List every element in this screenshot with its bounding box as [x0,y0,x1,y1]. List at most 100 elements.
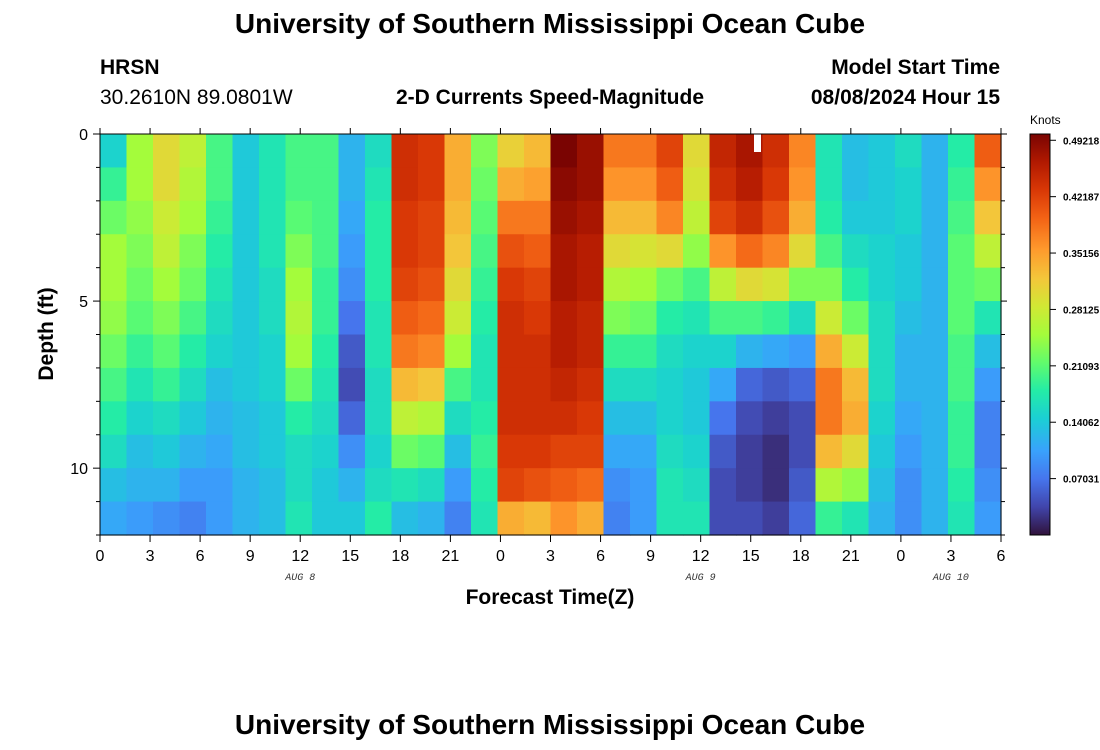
heatmap-cell [842,468,870,503]
heatmap-cell [206,200,234,235]
heatmap-cell [789,468,817,503]
heatmap-cell [179,301,207,336]
heatmap-cell [126,134,154,169]
heatmap-cell [683,167,711,202]
y-tick-label: 0 [79,127,88,144]
heatmap-cell [206,434,234,469]
heatmap-cell [630,501,658,536]
heatmap-cell [365,367,393,402]
x-axis: 0 3 6 9 12 15 18 21 0 3 6 9 12 15 18 21 0 3 6 AUG 8 AUG 9 AUG… [96,128,1006,584]
heatmap-cell [577,301,605,336]
heatmap-cell [762,468,790,503]
heatmap-cell [471,301,499,336]
heatmap-cell [895,401,923,436]
heatmap-cell [153,200,181,235]
colorbar-tick-label: 0.07031 [1063,475,1100,486]
heatmap-cell [762,134,790,169]
heatmap-cell [550,200,578,235]
heatmap-cell [815,234,843,269]
heatmap-cell [365,200,393,235]
heatmap-cell [656,434,684,469]
colorbar-tick-label: 0.14062 [1063,418,1100,429]
heatmap-cell [471,167,499,202]
heatmap-cell [762,167,790,202]
heatmap-cell [868,234,896,269]
heatmap-cell [497,501,525,536]
heatmap-cell [921,167,949,202]
heatmap-cell [100,334,128,369]
heatmap-cell [524,234,552,269]
heatmap-cell [921,434,949,469]
heatmap-cell [736,334,764,369]
heatmap-cell [789,200,817,235]
heatmap-cell [497,334,525,369]
heatmap-cell [100,234,128,269]
heatmap-cell [312,167,340,202]
heatmap-cell [921,301,949,336]
heatmap-cell [418,434,446,469]
heatmap-cell [524,468,552,503]
x-tick-label: 15 [341,548,359,565]
heatmap-cell [179,134,207,169]
colorbar-tick-label: 0.49218 [1063,136,1100,147]
heatmap-cell [126,200,154,235]
heatmap-cell [471,434,499,469]
heatmap-cell [550,334,578,369]
heatmap-cell [259,167,287,202]
heatmap-cell [497,468,525,503]
x-tick-label: 0 [496,548,505,565]
colorbar-tick-label: 0.28125 [1063,305,1100,316]
heatmap-cell [126,234,154,269]
heatmap-cell [259,367,287,402]
heatmap-cell [312,200,340,235]
heatmap-cell [418,134,446,169]
heatmap-cell [418,200,446,235]
heatmap-cell [232,200,260,235]
heatmap-cell [126,367,154,402]
x-date-label: AUG 9 [685,573,716,584]
x-tick-label: 21 [842,548,860,565]
heatmap-cell [842,401,870,436]
heatmap-cell [577,468,605,503]
colorbar-tick-label: 0.42187 [1063,193,1100,204]
heatmap-cell [656,401,684,436]
heatmap-cell [312,234,340,269]
heatmap-cell [497,267,525,302]
heatmap-cell [603,334,631,369]
heatmap-cell [550,134,578,169]
heatmap-cell [391,134,419,169]
heatmap-cell [868,501,896,536]
heatmap-cell [974,334,1002,369]
heatmap-cell [815,134,843,169]
heatmap-cell [630,234,658,269]
missing-data-marker [754,134,761,152]
heatmap-cell [577,167,605,202]
heatmap-cell [974,267,1002,302]
heatmap-cell [550,301,578,336]
heatmap-cell [603,468,631,503]
heatmap-cell [418,267,446,302]
heatmap-cell [285,134,313,169]
heatmap-cell [603,267,631,302]
heatmap-cell [444,134,472,169]
heatmap-cell [921,200,949,235]
heatmap-cell [736,367,764,402]
heatmap-cell [656,301,684,336]
heatmap-cell [921,468,949,503]
heatmap-cell [206,334,234,369]
heatmap-cell [179,367,207,402]
model-start-label: Model Start Time [831,56,1000,79]
heatmap-cell [895,134,923,169]
heatmap-cell [444,234,472,269]
heatmap-cell [550,234,578,269]
heatmap-cell [603,167,631,202]
heatmap-cell [232,367,260,402]
heatmap-cell [285,468,313,503]
heatmap-cell [630,267,658,302]
heatmap-cell [603,501,631,536]
heatmap-cell [603,434,631,469]
heatmap-cell [603,134,631,169]
heatmap-cell [550,434,578,469]
heatmap-cell [842,434,870,469]
